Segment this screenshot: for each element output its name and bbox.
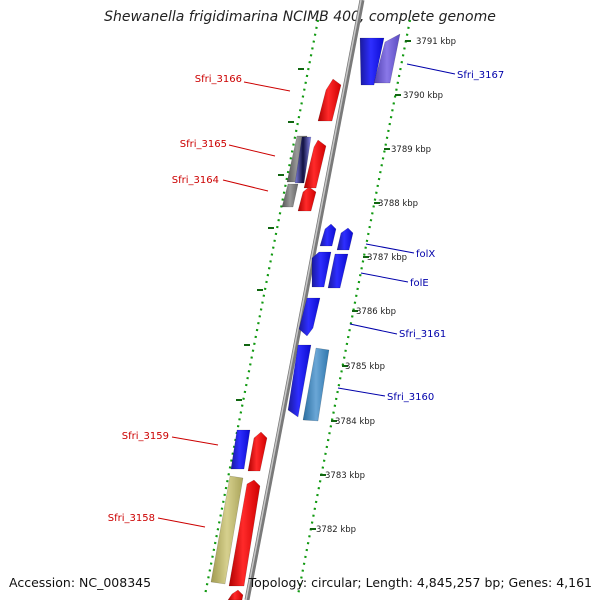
right-connectors <box>337 63 456 397</box>
gene-label: Sfri_3161 <box>399 329 446 340</box>
gene-label: Sfri_3160 <box>387 392 434 403</box>
gene-fole-a <box>311 251 332 288</box>
tick-label: 3785 kbp <box>345 362 385 372</box>
gene-sfri-3158-khaki <box>210 475 244 585</box>
map-title: Shewanella frigidimarina NCIMB 400, comp… <box>104 9 496 25</box>
gene-label: Sfri_3164 <box>172 175 219 186</box>
tick-label: 3789 kbp <box>391 145 431 155</box>
gene-sfri-3158-red <box>228 479 261 587</box>
gene-sfri-3160-b <box>302 347 330 422</box>
outer-track-ticks <box>310 40 411 530</box>
tick-label: 3782 kbp <box>316 525 356 535</box>
gene-folx-b <box>336 227 354 251</box>
gene-sfri-3167 <box>359 37 385 86</box>
gene-labels-right: Sfri_3167 folX folE Sfri_3161 Sfri_3160 <box>387 70 504 403</box>
gene-label: folX <box>416 249 435 260</box>
tick-label: 3791 kbp <box>416 37 456 47</box>
tick-label: 3786 kbp <box>356 307 396 317</box>
gene-sfri-3164-red <box>297 186 317 212</box>
gene-label: Sfri_3159 <box>122 431 169 442</box>
left-connectors <box>157 81 291 528</box>
tick-label: 3790 kbp <box>403 91 443 101</box>
gene-sfri-3160-a <box>287 344 312 418</box>
backbone <box>244 0 365 600</box>
gene-sfri-3165-red <box>303 139 327 189</box>
tick-label: 3783 kbp <box>325 471 365 481</box>
gene-fole-b <box>327 253 349 289</box>
gene-sfri-3166 <box>317 78 342 122</box>
gene-features-reverse <box>287 33 401 422</box>
gene-labels-left: Sfri_3166 Sfri_3165 Sfri_3164 Sfri_3159 … <box>108 74 242 524</box>
gene-sfri-3159-blue <box>230 429 251 470</box>
gene-sfri-3165-navy <box>294 136 312 184</box>
accession-text: Accession: NC_008345 <box>9 575 152 590</box>
topology-text: Topology: circular; Length: 4,845,257 bp… <box>248 575 592 590</box>
gene-features-forward <box>210 78 342 600</box>
gene-label: Sfri_3158 <box>108 513 155 524</box>
tick-label: 3784 kbp <box>335 417 375 427</box>
inner-track-dashes <box>236 68 304 401</box>
gene-label: folE <box>410 278 429 289</box>
gene-sfri-3164-grey <box>281 183 299 208</box>
gene-next-red <box>227 589 244 600</box>
gene-label: Sfri_3165 <box>180 139 227 150</box>
gene-sfri-3161 <box>298 297 321 337</box>
tick-label: 3788 kbp <box>378 199 418 209</box>
gene-label: Sfri_3167 <box>457 70 504 81</box>
gene-folx-a <box>319 223 337 247</box>
tick-label: 3787 kbp <box>367 253 407 263</box>
gene-sfri-3167b <box>373 33 401 84</box>
kbp-labels: 3791 kbp 3790 kbp 3789 kbp 3788 kbp 3787… <box>316 37 456 535</box>
gene-sfri-3159-red <box>247 431 268 472</box>
gene-label: Sfri_3166 <box>195 74 242 85</box>
